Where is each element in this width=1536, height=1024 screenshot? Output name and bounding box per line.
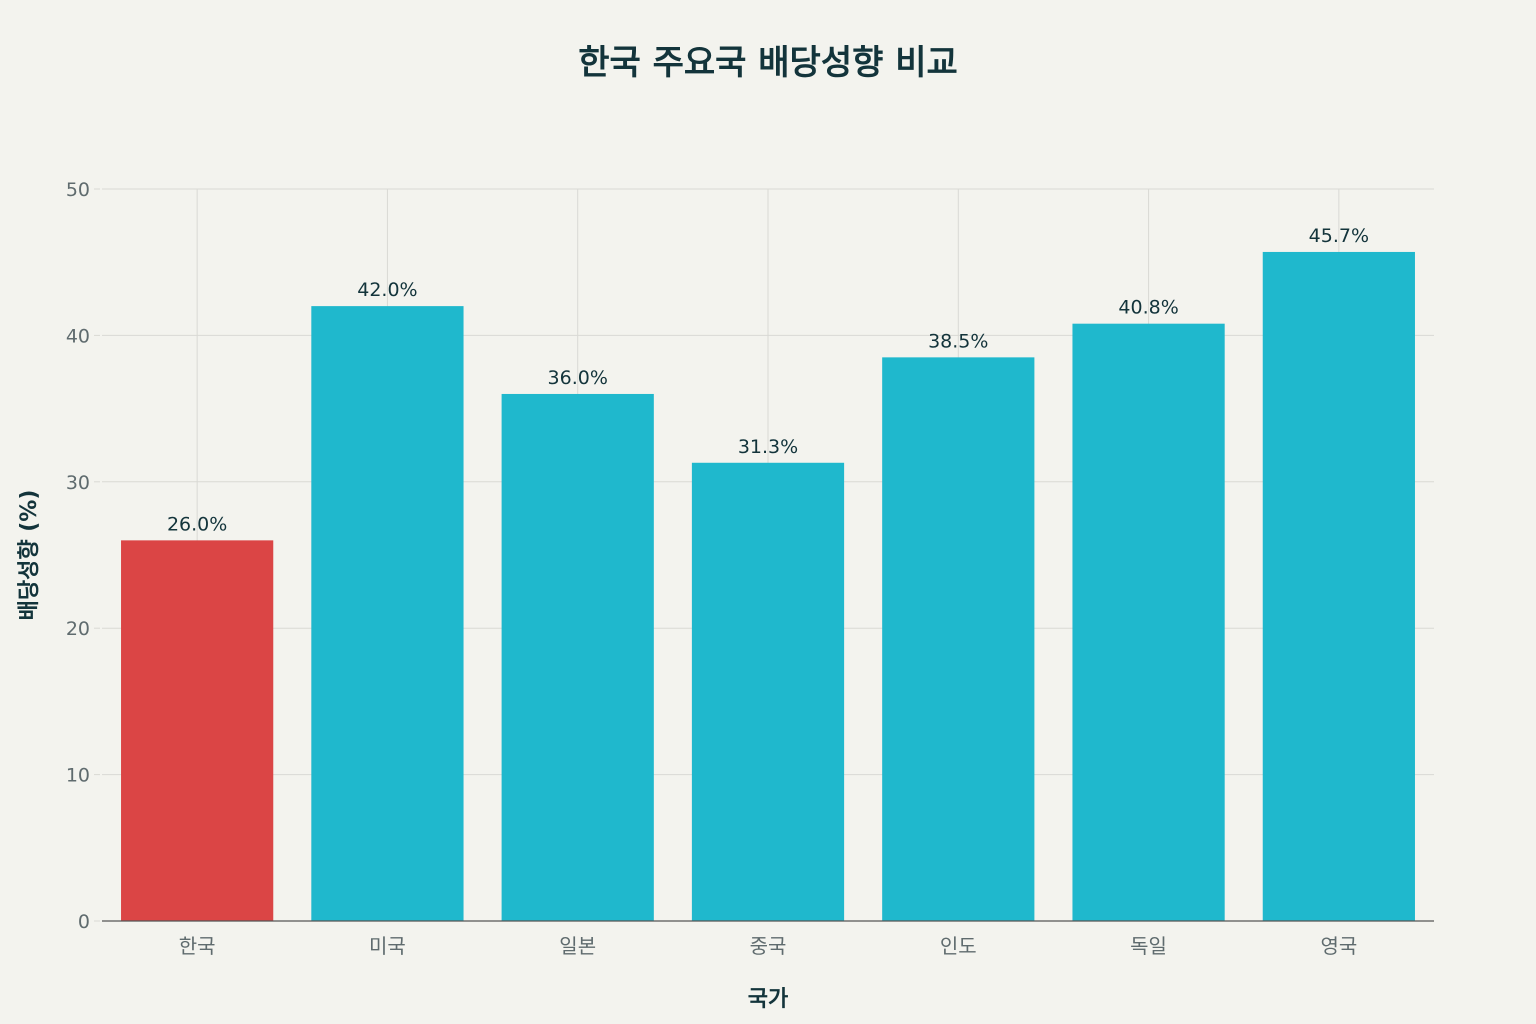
data-label-2: 36.0% <box>548 367 608 389</box>
bars <box>121 251 1415 922</box>
bar-2 <box>501 393 654 922</box>
bar-6 <box>1262 251 1415 921</box>
category-label-0: 한국 <box>179 934 216 958</box>
data-label-0: 26.0% <box>167 513 227 535</box>
category-label-2: 일본 <box>559 934 596 958</box>
bar-1 <box>311 306 464 921</box>
x-axis-title: 국가 <box>748 987 788 1012</box>
y-tick-label: 0 <box>78 911 90 933</box>
bar-4 <box>882 357 1035 921</box>
bar-5 <box>1072 323 1225 921</box>
data-label-6: 45.7% <box>1309 225 1369 247</box>
category-label-3: 중국 <box>750 934 787 958</box>
data-labels: 26.0% 42.0% 36.0% 31.3% 38.5% 40.8% 45.7% <box>167 225 1369 535</box>
category-label-5: 독일 <box>1130 934 1167 958</box>
bar-3 <box>691 462 845 921</box>
y-axis-title: 배당성향 (%) <box>17 490 42 621</box>
y-axis-ticks: 0 10 20 30 40 50 <box>66 179 100 933</box>
y-tick-label: 50 <box>66 179 90 201</box>
y-tick-label: 40 <box>66 325 90 347</box>
bar-0 <box>121 540 274 921</box>
category-label-6: 영국 <box>1320 934 1357 958</box>
data-label-5: 40.8% <box>1118 297 1178 319</box>
data-label-4: 38.5% <box>928 330 988 352</box>
y-tick-label: 20 <box>66 618 90 640</box>
data-label-1: 42.0% <box>357 279 417 301</box>
category-label-1: 미국 <box>369 934 406 958</box>
category-label-4: 인도 <box>940 934 977 958</box>
y-tick-label: 10 <box>66 765 90 787</box>
data-label-3: 31.3% <box>738 436 798 458</box>
y-tick-label: 30 <box>66 472 90 494</box>
x-axis-categories: 한국 미국 일본 중국 인도 독일 영국 <box>179 934 1358 958</box>
chart-title: 한국 주요국 배당성향 비교 <box>578 43 958 83</box>
